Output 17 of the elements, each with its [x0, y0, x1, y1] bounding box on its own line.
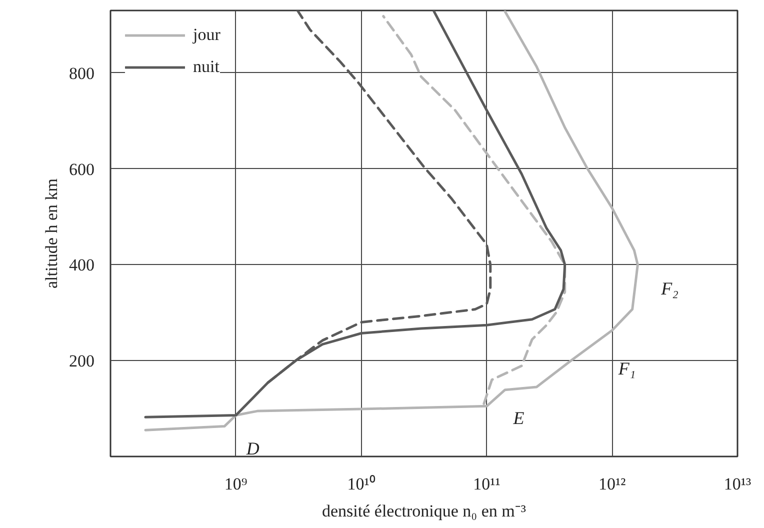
x-tick-label: 10¹¹ [473, 474, 500, 494]
annotation: E [512, 408, 524, 428]
legend-label: jour [193, 25, 220, 45]
x-tick-label: 10¹² [598, 474, 626, 494]
x-tick-label: 10¹⁰ [347, 474, 376, 494]
y-tick-label: 800 [69, 64, 94, 83]
legend-label: nuit [193, 57, 220, 77]
y-tick-label: 600 [69, 160, 94, 179]
y-axis-title: altitude h en km [42, 178, 61, 288]
annotation: F₁ [617, 358, 636, 379]
x-tick-label: 10¹³ [724, 474, 752, 494]
y-tick-label: 200 [69, 352, 94, 371]
annotation: D [245, 438, 260, 458]
y-tick-label: 400 [69, 256, 94, 275]
x-axis-title: densité électronique n₀ en m⁻³ [322, 502, 526, 520]
annotation: F₂ [660, 278, 678, 299]
x-tick-label: 10⁹ [224, 474, 248, 494]
